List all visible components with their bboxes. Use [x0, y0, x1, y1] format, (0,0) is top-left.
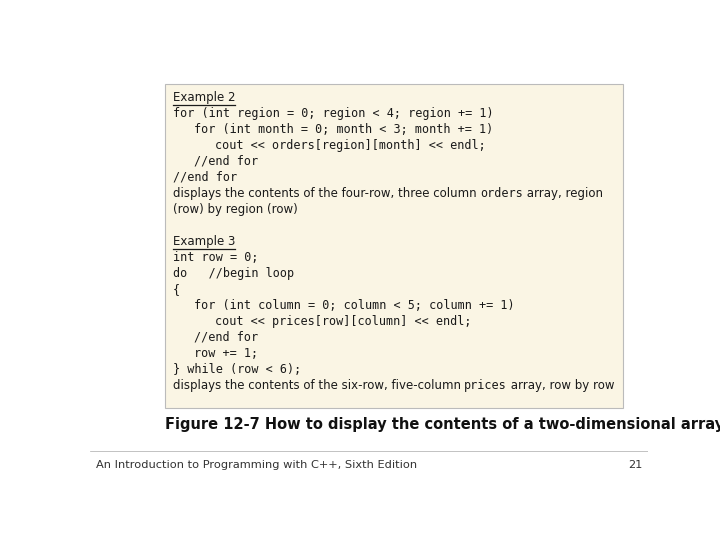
Text: for (int region = 0; region < 4; region += 1): for (int region = 0; region < 4; region … — [173, 106, 493, 119]
Text: orders: orders — [480, 187, 523, 200]
Text: Figure 12-7 How to display the contents of a two-dimensional array (cont’d.): Figure 12-7 How to display the contents … — [166, 417, 720, 432]
Text: {: { — [173, 282, 180, 296]
Text: cout << orders[region][month] << endl;: cout << orders[region][month] << endl; — [215, 139, 486, 152]
Text: cout << prices[row][column] << endl;: cout << prices[row][column] << endl; — [215, 315, 472, 328]
Text: Example 3: Example 3 — [173, 235, 235, 248]
FancyBboxPatch shape — [166, 84, 623, 408]
Text: 21: 21 — [628, 460, 642, 470]
Text: //end for: //end for — [194, 330, 258, 343]
Text: do   //begin loop: do //begin loop — [173, 267, 294, 280]
Text: array, row by row: array, row by row — [507, 379, 615, 392]
Text: prices: prices — [464, 379, 507, 392]
Text: for (int month = 0; month < 3; month += 1): for (int month = 0; month < 3; month += … — [194, 123, 493, 136]
Text: displays the contents of the four-row, three column: displays the contents of the four-row, t… — [173, 187, 480, 200]
Text: An Introduction to Programming with C++, Sixth Edition: An Introduction to Programming with C++,… — [96, 460, 417, 470]
Text: displays the contents of the six-row, five-column: displays the contents of the six-row, fi… — [173, 379, 464, 392]
Text: Example 2: Example 2 — [173, 91, 235, 104]
Text: for (int column = 0; column < 5; column += 1): for (int column = 0; column < 5; column … — [194, 299, 514, 312]
Text: row += 1;: row += 1; — [194, 347, 258, 360]
Text: array, region: array, region — [523, 187, 603, 200]
Text: //end for: //end for — [194, 154, 258, 167]
Text: //end for: //end for — [173, 171, 237, 184]
Text: (row) by region (row): (row) by region (row) — [173, 202, 297, 215]
Text: int row = 0;: int row = 0; — [173, 251, 258, 264]
Text: } while (row < 6);: } while (row < 6); — [173, 363, 301, 376]
